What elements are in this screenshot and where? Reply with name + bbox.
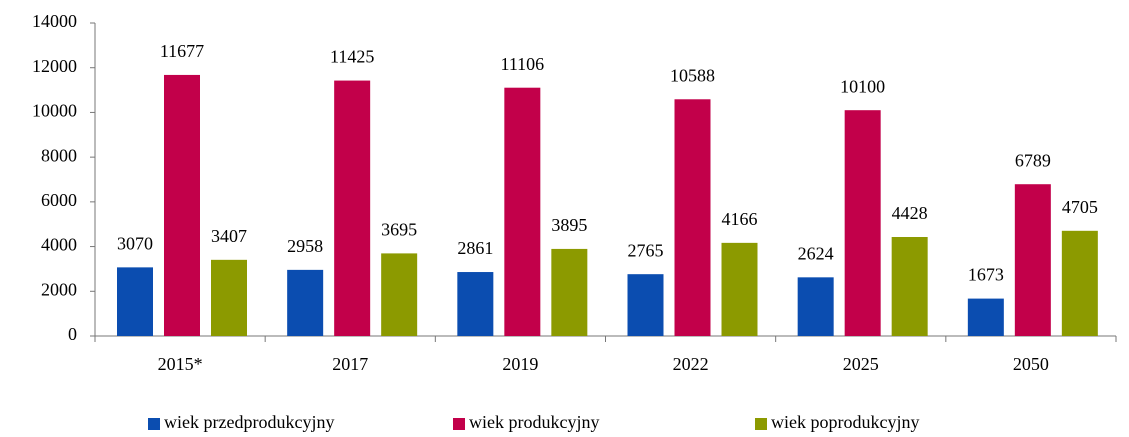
data-label: 3407 xyxy=(211,226,247,246)
data-label: 3695 xyxy=(381,220,417,240)
legend-swatch xyxy=(755,418,767,430)
legend-label: wiek poprodukcyjny xyxy=(771,412,919,432)
bar xyxy=(117,267,153,336)
bar xyxy=(721,242,758,336)
bar xyxy=(164,74,200,337)
data-label: 1673 xyxy=(968,265,1004,285)
x-tick-label: 2017 xyxy=(332,354,368,374)
data-label: 3070 xyxy=(117,233,153,253)
bar xyxy=(551,248,588,336)
data-label: 2958 xyxy=(287,236,323,256)
bar xyxy=(797,277,834,336)
legend-swatch xyxy=(148,418,160,430)
legend-label: wiek produkcyjny xyxy=(469,412,599,432)
x-tick-label: 2019 xyxy=(502,354,538,374)
data-label: 2624 xyxy=(798,243,834,263)
y-tick-label: 2000 xyxy=(41,279,77,299)
bar xyxy=(504,87,541,336)
data-label: 3895 xyxy=(551,215,587,235)
bar xyxy=(844,110,881,336)
bar xyxy=(381,253,418,336)
y-tick-label: 0 xyxy=(68,324,77,344)
data-label: 10100 xyxy=(840,76,885,96)
y-tick-label: 8000 xyxy=(41,145,77,165)
data-label: 11677 xyxy=(160,41,204,61)
bar xyxy=(334,80,371,336)
bar xyxy=(287,269,324,336)
legend-label: wiek przedprodukcyjny xyxy=(164,412,334,432)
x-tick-label: 2015* xyxy=(158,354,203,374)
x-tick-label: 2025 xyxy=(843,354,879,374)
data-label: 4428 xyxy=(892,203,928,223)
bar xyxy=(891,237,928,336)
bar xyxy=(1061,230,1098,336)
bar xyxy=(211,259,247,336)
bar xyxy=(627,274,664,336)
y-tick-label: 4000 xyxy=(41,235,77,255)
y-tick-label: 14000 xyxy=(32,11,77,31)
y-tick-label: 10000 xyxy=(32,101,77,121)
data-label: 2861 xyxy=(457,238,493,258)
bar xyxy=(967,298,1004,336)
legend-swatch xyxy=(453,418,465,430)
x-tick-label: 2050 xyxy=(1013,354,1049,374)
data-label: 11106 xyxy=(500,54,544,74)
data-label: 4166 xyxy=(722,209,758,229)
bar xyxy=(457,272,494,336)
data-label: 11425 xyxy=(330,47,374,67)
x-tick-label: 2022 xyxy=(673,354,709,374)
data-label: 10588 xyxy=(670,65,715,85)
data-label: 4705 xyxy=(1062,197,1098,217)
data-label: 2765 xyxy=(628,240,664,260)
bar xyxy=(1014,184,1051,336)
bar xyxy=(674,99,711,337)
y-tick-label: 6000 xyxy=(41,190,77,210)
y-tick-label: 12000 xyxy=(32,56,77,76)
data-label: 6789 xyxy=(1015,150,1051,170)
